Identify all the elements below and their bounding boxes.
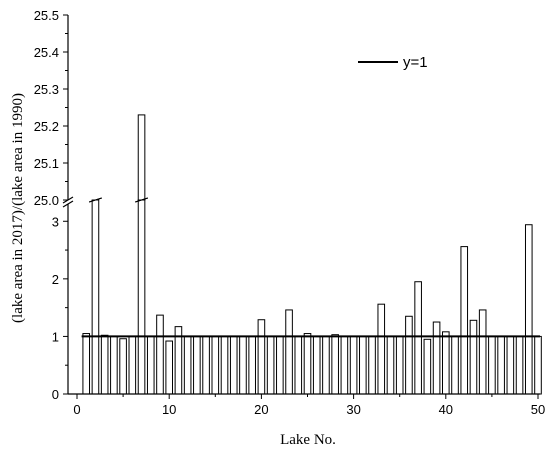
bar-7-upper: [137, 114, 146, 201]
bar-25: [303, 333, 312, 395]
x-tick-label-50: 50: [531, 402, 545, 417]
bar-8: [146, 335, 155, 395]
y-axis-break-mark-bottom: [62, 200, 74, 208]
y-tick-label-0: 0: [52, 387, 59, 402]
bar-36: [405, 315, 413, 395]
bar-28: [331, 334, 339, 395]
x-axis-label: Lake No.: [280, 432, 336, 448]
bar-44: [478, 309, 487, 395]
bar-16: [220, 335, 229, 395]
labels-group: 0 10 20 30 40 50 0 1 2 3 25.0 25.1 25.2 25.3 25.4 25.5: [34, 8, 546, 417]
bar-42: [460, 246, 469, 395]
bar-27: [322, 335, 330, 395]
bar-47: [506, 335, 515, 395]
bar-18: [239, 335, 247, 395]
bar-32: [368, 335, 376, 395]
legend-label: y=1: [403, 54, 428, 71]
bar-34: [386, 335, 395, 395]
x-tick-label-20: 20: [254, 402, 268, 417]
bar-48: [515, 335, 524, 395]
bar-33: [377, 303, 386, 395]
bar-35: [395, 335, 404, 395]
bar-49: [524, 224, 533, 395]
bar-6: [128, 335, 137, 395]
x-tick-label-40: 40: [439, 402, 453, 417]
bar-1: [82, 333, 91, 395]
y-tick-label-25: 25.0: [34, 193, 59, 208]
bar-39: [432, 321, 441, 395]
y-tick-label-25.3: 25.3: [34, 82, 59, 97]
y-axis-label: (lake area in 2017)/(lake area in 1990): [10, 93, 26, 323]
x-tick-label-0: 0: [73, 402, 80, 417]
bar-46: [497, 335, 505, 395]
bar-50: [534, 335, 542, 395]
bar-43: [469, 319, 478, 395]
bar-4: [110, 335, 118, 395]
y-tick-label-25.5: 25.5: [34, 8, 59, 23]
ticks-group: [63, 14, 539, 399]
bar-22: [276, 335, 284, 395]
bar-30: [349, 335, 358, 395]
bar-12: [183, 335, 192, 395]
bar-7-lower: [137, 199, 146, 395]
bar-17: [229, 335, 238, 395]
y-tick-label-1: 1: [52, 329, 59, 344]
y-tick-label-25.2: 25.2: [34, 119, 59, 134]
y-tick-label-25.4: 25.4: [34, 45, 59, 60]
legend: y=1: [358, 54, 428, 71]
bar-2-break-mark-bottom: [88, 197, 102, 203]
bar-15: [211, 335, 220, 395]
y-tick-label-2: 2: [52, 272, 59, 287]
bar-20: [257, 319, 266, 395]
bar-5: [119, 338, 127, 395]
bar-2-lower: [91, 199, 100, 395]
y-tick-label-3: 3: [52, 214, 59, 229]
bar-14: [202, 335, 210, 395]
bar-9: [156, 314, 164, 395]
bar-29: [340, 335, 349, 395]
x-tick-label-30: 30: [346, 402, 360, 417]
y-tick-label-25.1: 25.1: [34, 156, 59, 171]
bar-23: [285, 309, 293, 395]
bar-45: [488, 335, 496, 395]
bar-26: [312, 335, 321, 395]
bar-19: [248, 335, 256, 395]
bar-37: [414, 281, 422, 395]
bar-31: [359, 335, 367, 395]
bar-7-break-mark-bottom: [135, 197, 148, 203]
bar-21: [266, 335, 275, 395]
bar-41: [451, 335, 459, 395]
x-tick-label-10: 10: [162, 402, 176, 417]
bar-10: [165, 340, 173, 395]
bar-3: [100, 334, 109, 395]
bars-group: [82, 114, 542, 395]
bar-38: [423, 338, 432, 395]
bar-24: [294, 335, 303, 395]
bar-13: [193, 335, 201, 395]
bar-40: [442, 331, 450, 395]
